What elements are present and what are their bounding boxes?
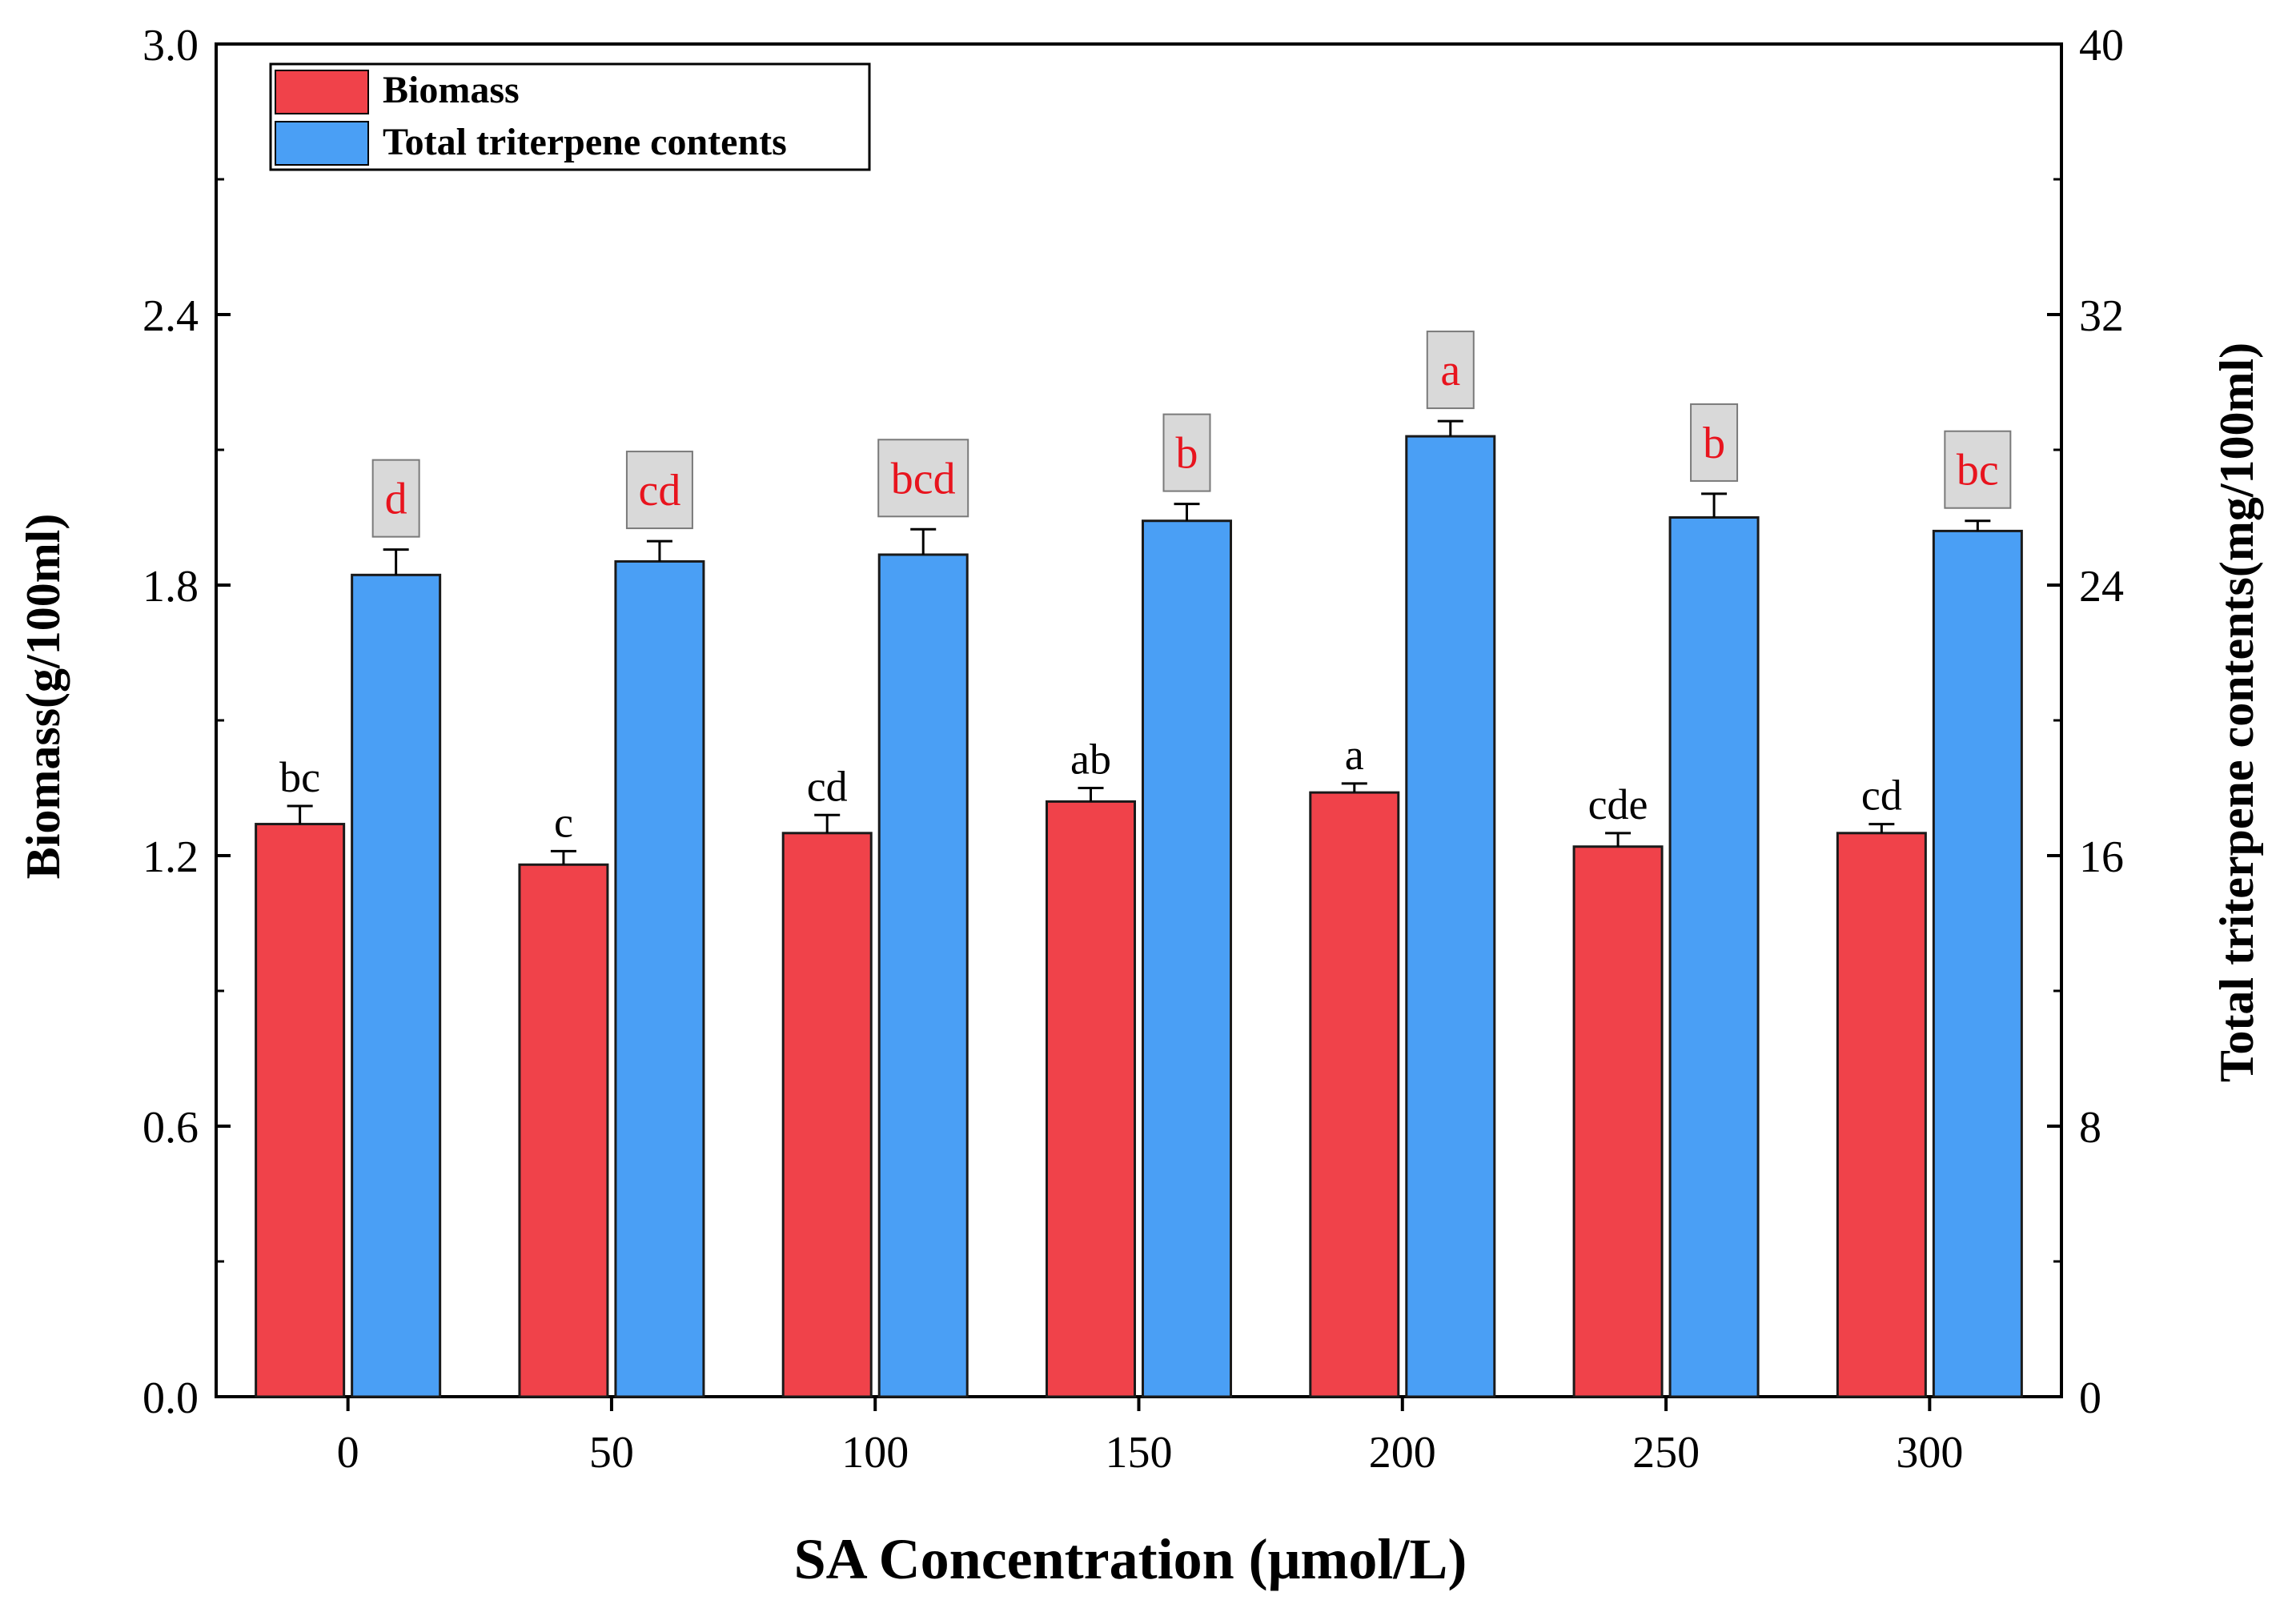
plot-frame [215,42,2063,1398]
significance-label-box-triterpene [371,459,420,538]
y-axis-left-title: Biomass(g/100ml) [17,514,70,880]
significance-label-biomass: c [554,798,573,846]
bar-triterpene [1668,516,1760,1398]
x-tick-label: 200 [1369,1428,1436,1478]
y-left-tick-label: 2.4 [142,291,199,341]
bar-biomass [1836,832,1927,1398]
legend-label-triterpene: Total triterpene contents [383,121,787,163]
bar-biomass [1572,845,1664,1398]
y-axis-right-title: Total triterpene contents(mg/100ml) [2210,343,2263,1082]
significance-label-box-triterpene [1690,403,1739,482]
significance-label-biomass: cd [807,762,848,810]
legend-label-biomass: Biomass [383,69,520,111]
legend: Biomass Total triterpene contents [269,62,871,171]
bar-triterpene [614,559,705,1398]
significance-label-box-triterpene [625,451,693,530]
legend-box [269,62,871,171]
significance-label-triterpene: a [1440,346,1460,395]
bars-layer [255,419,2023,1398]
x-tick-label: 250 [1632,1428,1700,1478]
x-tick-label: 150 [1106,1428,1173,1478]
y-right-tick-label: 8 [2079,1103,2101,1153]
significance-label-box-triterpene [1426,331,1475,410]
y-right-tick-label: 32 [2079,291,2124,341]
plot-frame-layer [215,42,2063,1398]
significance-label-triterpene: bc [1957,446,1999,495]
axes-layer: 0.0 0.6 1.2 1.8 2.4 3.0 0 8 16 24 32 40 0 50 100 150 200… [142,21,2124,1478]
bar-triterpene [877,553,969,1398]
bar-biomass [781,832,873,1398]
significance-label-biomass: ab [1070,736,1111,784]
significance-label-triterpene: bcd [891,454,956,503]
bar-biomass [1046,800,1136,1398]
y-left-tick-label: 1.8 [142,562,199,612]
bar-biomass [255,823,346,1398]
y-left-tick-label: 1.2 [142,832,199,882]
significance-label-triterpene: d [385,475,407,524]
significance-label-biomass: bc [279,753,320,801]
bar-biomass [518,863,609,1398]
x-axis-title: SA Concentration (μmol/L) [794,1527,1467,1591]
bar-biomass [1309,791,1400,1398]
y-right-tick-label: 40 [2079,21,2124,70]
y-left-tick-label: 0.6 [142,1103,199,1153]
legend-swatch-biomass [275,70,369,114]
y-right-tick-label: 0 [2079,1373,2101,1423]
significance-label-triterpene: b [1703,419,1725,468]
x-tick-label: 50 [589,1428,634,1478]
x-tick-label: 300 [1896,1428,1963,1478]
x-tick-label: 0 [337,1428,359,1478]
y-left-tick-label: 3.0 [142,21,199,70]
y-right-tick-label: 24 [2079,562,2124,612]
significance-label-triterpene: cd [638,466,680,515]
significance-label-biomass: cd [1861,772,1902,820]
y-left-tick-label: 0.0 [142,1373,199,1423]
y-right-tick-label: 16 [2079,832,2124,882]
legend-swatch-triterpene [275,121,369,166]
significance-label-biomass: a [1345,731,1364,779]
significance-label-box-triterpene [1944,430,2012,509]
bar-triterpene [1142,519,1232,1398]
bar-triterpene [1405,435,1496,1398]
significance-label-biomass: cde [1588,780,1648,828]
significance-label-triterpene: b [1176,429,1198,479]
bar-triterpene [1932,529,2023,1398]
bar-triterpene [351,573,442,1398]
x-tick-label: 100 [841,1428,909,1478]
significance-label-box-triterpene [1162,413,1211,492]
significance-label-box-triterpene [877,439,969,518]
